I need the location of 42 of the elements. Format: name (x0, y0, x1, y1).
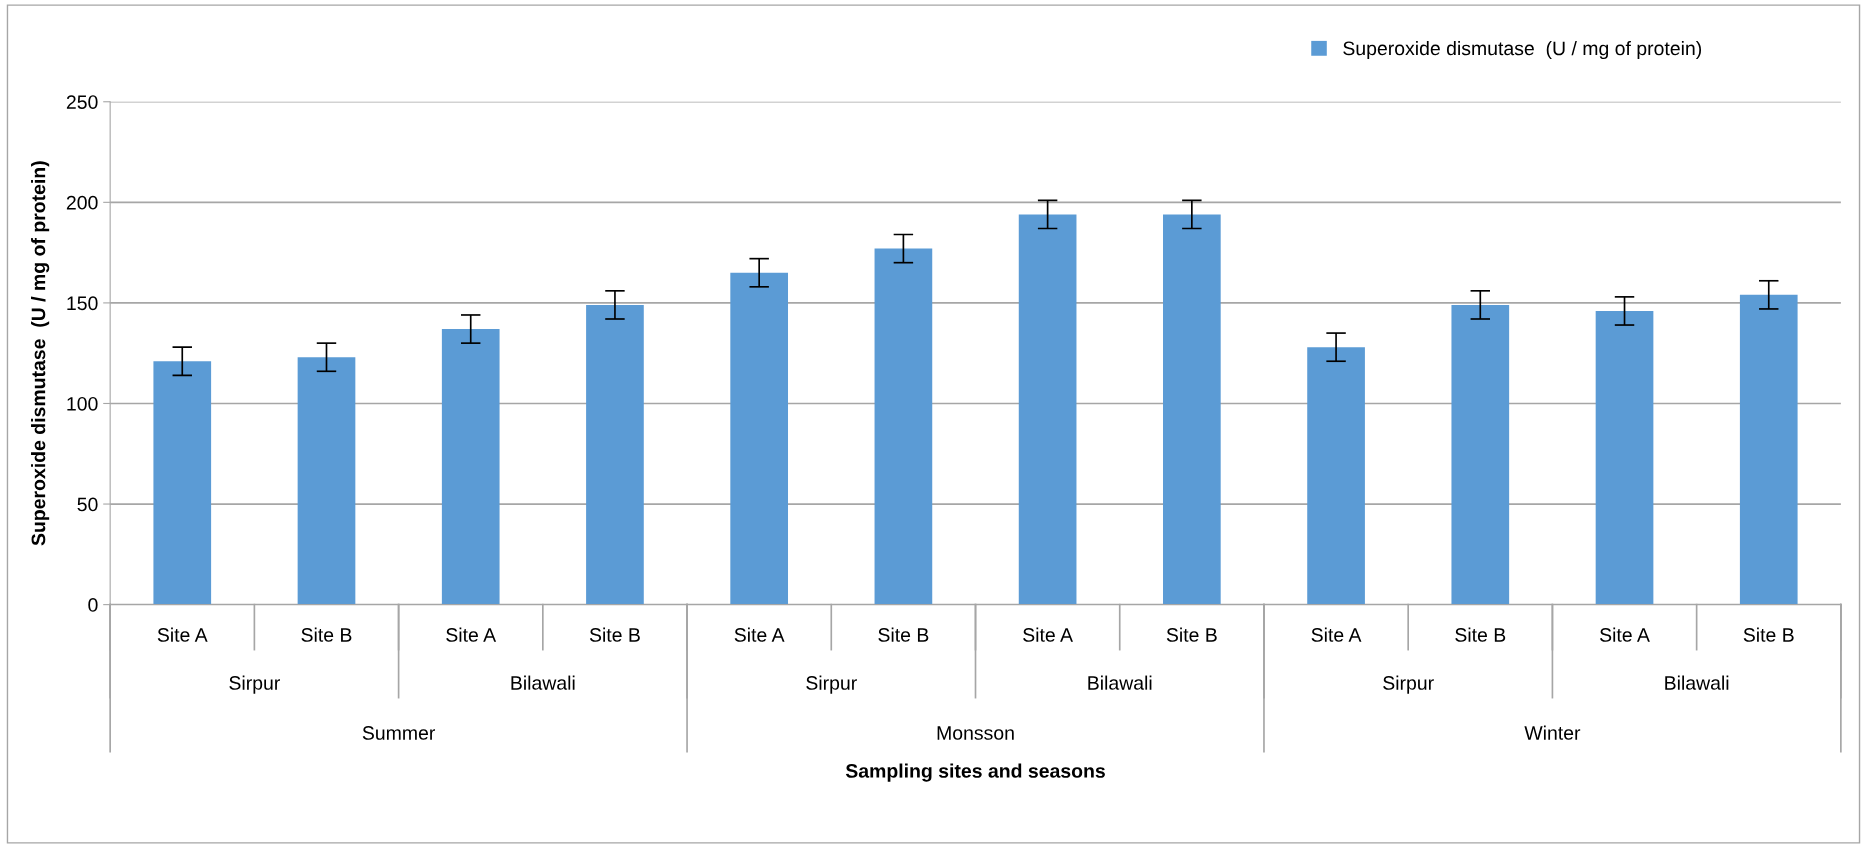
bar (1739, 294, 1798, 605)
text: Sirpur (229, 675, 280, 694)
y-tick-label: 50 (77, 497, 98, 512)
text: Bilawali (1088, 675, 1152, 690)
bar (1307, 347, 1365, 605)
x-tick-label: Site A (157, 627, 208, 642)
bar (730, 272, 789, 605)
text: Bilawali (511, 675, 575, 690)
y-tick-label: 200 (66, 195, 98, 210)
x-tick-label: Site A (1023, 627, 1073, 642)
x-tick-label: Site B (878, 627, 929, 642)
x-tick-label: Site A (446, 627, 497, 642)
bar (441, 329, 500, 605)
bar (1163, 214, 1221, 605)
text: Monsson (937, 726, 1014, 740)
x-tick-label: Site B (301, 627, 352, 642)
y-axis-title: Superoxide dismutase (U / mg of protein) (31, 161, 50, 546)
x-tick-label: Site B (1166, 627, 1217, 642)
x-tick-label: Site B (1743, 627, 1794, 642)
text: Bilawali (1665, 675, 1729, 690)
y-tick-label: 0 (88, 598, 98, 612)
y-tick-label: 100 (67, 396, 98, 411)
bar (1595, 310, 1654, 605)
legend-label: Superoxide dismutase (U / mg of protein) (1343, 40, 1702, 60)
x-tick-label: Site A (1311, 627, 1362, 642)
bar (1018, 214, 1077, 605)
text: Winter (1524, 725, 1581, 740)
x-tick-label: Site A (1600, 627, 1650, 642)
y-tick-label: 150 (67, 296, 98, 311)
x-tick-label: Site B (589, 627, 640, 642)
bar (874, 248, 933, 605)
bar (297, 357, 356, 605)
bar (586, 304, 644, 605)
text: Summer (362, 726, 436, 740)
y-tick-label: 250 (66, 95, 98, 109)
bar (1451, 304, 1510, 605)
text: Sampling sites and seasons (845, 763, 1105, 782)
bar (153, 361, 212, 605)
x-tick-label: Site B (1455, 627, 1506, 642)
text: Sirpur (1383, 675, 1434, 694)
x-tick-label: Site A (734, 627, 785, 642)
text: Sirpur (806, 675, 857, 694)
